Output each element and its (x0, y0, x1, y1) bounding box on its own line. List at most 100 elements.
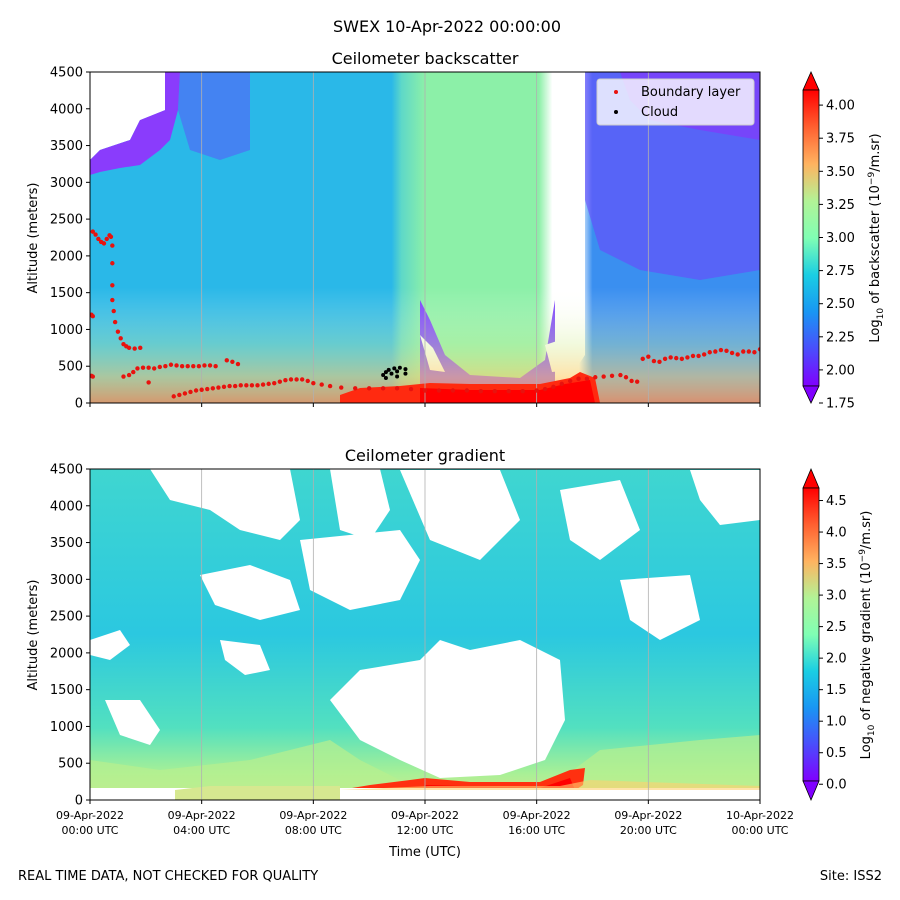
boundary-layer-point (380, 386, 386, 391)
boundary-layer-point (618, 372, 623, 378)
boundary-layer-point (277, 379, 283, 384)
y-tick-label: 1500 (50, 683, 83, 698)
boundary-layer-point (551, 384, 556, 390)
boundary-layer-point (202, 363, 207, 368)
boundary-layer-point (283, 377, 288, 383)
colorbar-tick-label: 3.75 (826, 132, 855, 147)
boundary-layer-point (168, 362, 174, 367)
boundary-layer-point (520, 389, 525, 394)
gradient-gridlines (201, 469, 649, 800)
gradient-colorbar-ticks: 0.0 0.5 1.0 1.5 2.0 2.5 3.0 3.5 4.0 4.5 (819, 494, 847, 793)
legend-label-boundary-layer: Boundary layer (641, 85, 741, 100)
boundary-layer-point (163, 364, 168, 369)
boundary-layer-point (210, 386, 216, 391)
boundary-layer-point (735, 352, 740, 357)
legend-label-cloud: Cloud (641, 105, 678, 120)
x-tick-time: 08:00 UTC (285, 824, 342, 837)
boundary-layer-point (174, 363, 179, 368)
x-tick-date: 09-Apr-2022 (168, 809, 236, 822)
x-tick-time: 20:00 UTC (620, 824, 677, 837)
boundary-layer-point (640, 356, 645, 362)
boundary-layer-point (576, 376, 581, 381)
y-tick-label: 4500 (50, 463, 83, 478)
boundary-layer-point (135, 366, 140, 371)
boundary-layer-point (112, 319, 118, 325)
gradient-xlabel: Time (UTC) (388, 845, 461, 860)
boundary-layer-point (436, 388, 442, 393)
boundary-layer-point (96, 236, 101, 242)
cloud-point (389, 371, 394, 376)
colorbar-tick-label: 0.5 (826, 746, 847, 761)
gradient-colorbar: 0.0 0.5 1.0 1.5 2.0 2.5 3.0 3.5 4.0 4.5 Log10 of … (802, 467, 877, 802)
boundary-layer-point (118, 336, 123, 341)
cloud-point (403, 367, 408, 372)
boundary-layer-point (177, 392, 182, 398)
boundary-layer-point (132, 346, 137, 351)
boundary-layer-point (207, 363, 213, 368)
boundary-layer-point (559, 381, 564, 387)
boundary-layer-point (757, 347, 760, 352)
boundary-layer-point (90, 229, 95, 234)
boundary-layer-point (623, 375, 629, 380)
colorbar-tick-label: 1.5 (826, 683, 847, 698)
boundary-layer-point (657, 359, 662, 365)
boundary-layer-point (249, 383, 255, 388)
boundary-layer-point (179, 364, 185, 369)
footer-site: Site: ISS2 (819, 869, 882, 884)
backscatter-y-ticks: 0 500 1000 1500 2000 2500 3000 3500 4000 4500 (50, 66, 90, 412)
boundary-layer-point (713, 349, 718, 354)
colorbar-tick-label: 3.25 (826, 198, 855, 213)
boundary-layer-point (131, 369, 136, 375)
x-tick-date: 09-Apr-2022 (614, 809, 682, 822)
boundary-layer-point (140, 365, 146, 370)
backscatter-gridlines (201, 72, 649, 403)
boundary-layer-point (221, 384, 227, 390)
colorbar-tick-label: 2.00 (826, 363, 855, 378)
boundary-layer-point (138, 345, 143, 351)
boundary-layer-point (196, 364, 202, 369)
colorbar-tick-label: 2.50 (826, 297, 855, 312)
boundary-layer-point (422, 388, 428, 393)
gradient-title: Ceilometer gradient (345, 446, 505, 465)
boundary-layer-point (685, 355, 690, 360)
gradient-panel: Ceilometer gradient (26, 446, 877, 860)
boundary-layer-point (224, 358, 229, 363)
boundary-layer-point (230, 359, 235, 365)
colorbar-tick-label: 4.0 (826, 526, 847, 541)
boundary-layer-point (741, 349, 746, 354)
backscatter-ylabel: Altitude (meters) (26, 183, 41, 294)
boundary-layer-point (188, 389, 193, 395)
y-tick-label: 3000 (50, 573, 83, 588)
x-tick-date: 10-Apr-2022 (726, 809, 794, 822)
boundary-layer-point (288, 377, 294, 382)
x-tick-time: 04:00 UTC (173, 824, 230, 837)
colorbar-tick-label: 3.50 (826, 165, 855, 180)
boundary-layer-point (235, 361, 241, 367)
boundary-layer-point (634, 379, 640, 384)
figure-suptitle: SWEX 10-Apr-2022 00:00:00 (333, 17, 561, 36)
cloud-point (403, 371, 408, 376)
y-tick-label: 1000 (50, 323, 83, 338)
boundary-layer-point (111, 308, 116, 314)
gradient-colorbar-label: Log10 of negative gradient (10−9/m.sr) (858, 511, 877, 760)
boundary-layer-point (674, 355, 679, 361)
boundary-layer-point (90, 374, 95, 379)
boundary-layer-point (662, 356, 668, 362)
colorbar-tick-label: 1.75 (826, 397, 855, 412)
boundary-layer-point (724, 348, 729, 353)
cloud-point (383, 375, 388, 380)
boundary-layer-point (752, 350, 757, 355)
colorbar-tick-label: 2.25 (826, 330, 855, 345)
boundary-layer-point (266, 381, 271, 387)
boundary-layer-point (668, 355, 673, 360)
y-tick-label: 2500 (50, 213, 83, 228)
boundary-layer-point (353, 386, 358, 391)
boundary-layer-point (108, 234, 114, 239)
x-tick-date: 09-Apr-2022 (391, 809, 459, 822)
boundary-layer-point (327, 383, 333, 389)
cloud-point (381, 373, 386, 378)
x-tick-time: 00:00 UTC (61, 824, 118, 837)
x-tick-date: 09-Apr-2022 (503, 809, 571, 822)
backscatter-title: Ceilometer backscatter (332, 49, 519, 68)
boundary-layer-point (584, 376, 590, 381)
